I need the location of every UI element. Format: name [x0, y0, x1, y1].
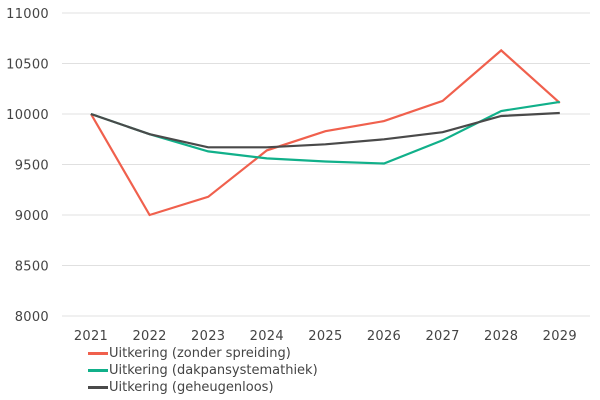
series-line-2: [90, 111, 560, 149]
x-tick-label: 2025: [308, 329, 342, 344]
x-tick-label: 2021: [74, 329, 108, 344]
y-axis-ticks: 8000 8500 9000 9500 10000 10500 11000: [6, 7, 49, 325]
legend-swatch: [88, 369, 108, 372]
legend-item-geheugenloos: Uitkering (geheugenloos): [88, 379, 318, 396]
legend-item-zonder-spreiding: Uitkering (zonder spreiding): [88, 345, 318, 362]
legend-label: Uitkering (zonder spreiding): [109, 346, 291, 361]
legend-item-dakpansystemathiek: Uitkering (dakpansystemathiek): [88, 362, 318, 379]
x-axis-ticks: 2021 2022 2023 2024 2025 2026 2027 2028 2029: [74, 329, 577, 344]
y-tick-label: 10000: [6, 108, 49, 123]
y-tick-label: 9500: [15, 159, 49, 174]
x-tick-label: 2023: [191, 329, 225, 344]
legend-swatch: [88, 352, 108, 355]
x-tick-label: 2029: [543, 329, 577, 344]
y-tick-label: 10500: [6, 58, 49, 73]
y-tick-label: 8500: [15, 260, 49, 275]
legend-swatch: [88, 386, 108, 389]
y-tick-label: 9000: [15, 209, 49, 224]
series-line-1: [90, 100, 560, 165]
series-line-0: [90, 48, 561, 217]
x-tick-label: 2022: [132, 329, 166, 344]
x-tick-label: 2027: [425, 329, 459, 344]
y-tick-label: 11000: [6, 7, 49, 22]
x-tick-label: 2028: [484, 329, 518, 344]
legend-label: Uitkering (dakpansystemathiek): [109, 363, 318, 378]
legend-label: Uitkering (geheugenloos): [109, 380, 274, 395]
x-tick-label: 2024: [250, 329, 284, 344]
legend: Uitkering (zonder spreiding) Uitkering (…: [88, 345, 318, 396]
series-lines: [90, 48, 561, 217]
x-tick-label: 2026: [367, 329, 401, 344]
y-tick-label: 8000: [15, 310, 49, 325]
